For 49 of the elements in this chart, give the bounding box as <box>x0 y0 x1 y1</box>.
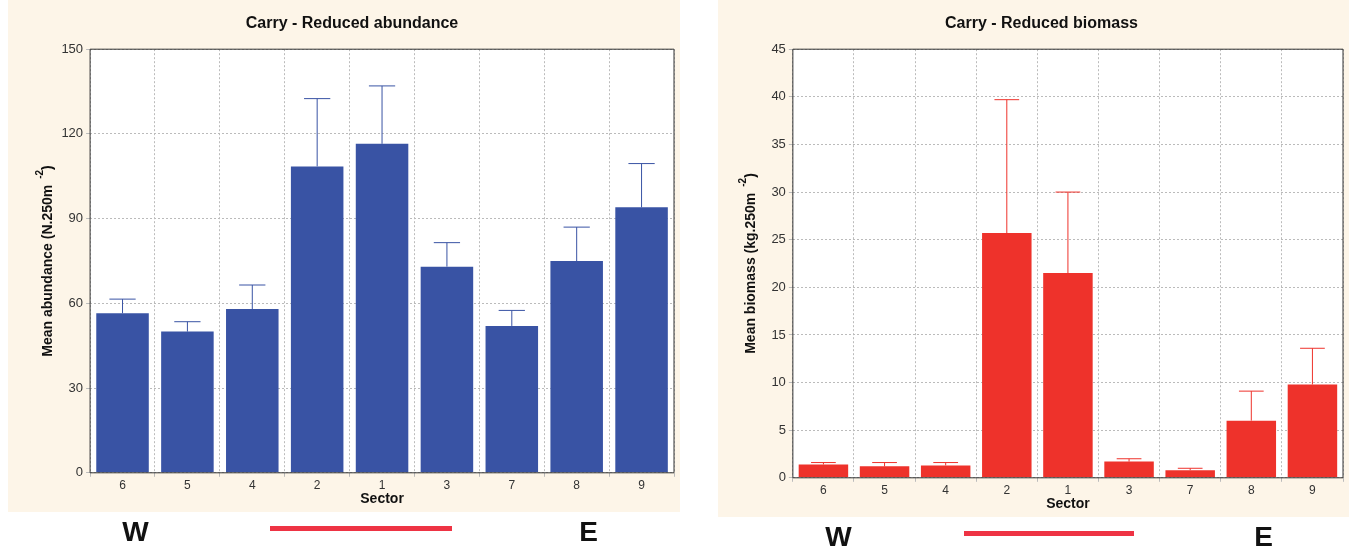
y-tick-label: 5 <box>778 421 786 437</box>
y-axis-title: Mean abundance (N.250m-2) <box>33 165 55 357</box>
x-tick-label: 7 <box>1186 483 1194 498</box>
x-tick-label: 7 <box>508 478 516 493</box>
text: E <box>1254 521 1274 553</box>
text: W <box>825 521 852 553</box>
y-tick-label: 10 <box>771 374 786 390</box>
y-tick-label: 0 <box>778 469 786 485</box>
x-tick-label: 3 <box>443 478 451 493</box>
y-tick-label: 15 <box>771 326 786 342</box>
y-tick-label: 40 <box>771 88 786 104</box>
bar <box>859 466 910 478</box>
y-tick-label: 35 <box>771 136 786 152</box>
x-axis-title: Sector <box>360 490 405 507</box>
y-tick-label: 30 <box>68 379 84 395</box>
x-tick-label: 6 <box>820 483 828 498</box>
bar <box>1165 470 1215 478</box>
chart-title: Carry - Reduced biomass <box>945 14 1139 32</box>
y-tick-label: 90 <box>68 210 84 226</box>
x-axis-title: Sector <box>1046 495 1091 512</box>
x-tick-label: 5 <box>184 478 192 493</box>
y-tick-label: 60 <box>68 294 84 310</box>
x-tick-label: 4 <box>942 483 950 498</box>
x-tick-label: 8 <box>1247 483 1255 498</box>
text: W <box>122 516 149 548</box>
text: E <box>579 516 598 548</box>
y-tick-label: 45 <box>771 40 786 56</box>
bar <box>798 464 849 478</box>
x-tick-label: 2 <box>1003 483 1011 498</box>
x-tick-label: 9 <box>638 478 646 493</box>
y-tick-label: 0 <box>75 464 84 480</box>
bar <box>920 465 971 478</box>
x-tick-label: 6 <box>119 478 127 493</box>
x-tick-label: 8 <box>573 478 581 493</box>
y-tick-label: 20 <box>771 278 786 294</box>
y-axis-title: Mean biomass (kg.250m-2) <box>736 173 758 354</box>
y-tick-label: 120 <box>61 125 84 141</box>
x-tick-label: 5 <box>881 483 889 498</box>
x-tick-label: 4 <box>248 478 256 493</box>
bar <box>1104 461 1154 478</box>
y-tick-label: 150 <box>61 40 84 56</box>
x-tick-label: 2 <box>313 478 321 493</box>
y-tick-label: 25 <box>771 231 786 247</box>
chart-title: Carry - Reduced abundance <box>245 14 459 32</box>
x-tick-label: 1 <box>378 478 386 493</box>
x-tick-label: 3 <box>1125 483 1133 498</box>
y-tick-label: 30 <box>771 183 786 199</box>
x-tick-label: 9 <box>1309 483 1317 498</box>
x-tick-label: 1 <box>1064 483 1072 498</box>
